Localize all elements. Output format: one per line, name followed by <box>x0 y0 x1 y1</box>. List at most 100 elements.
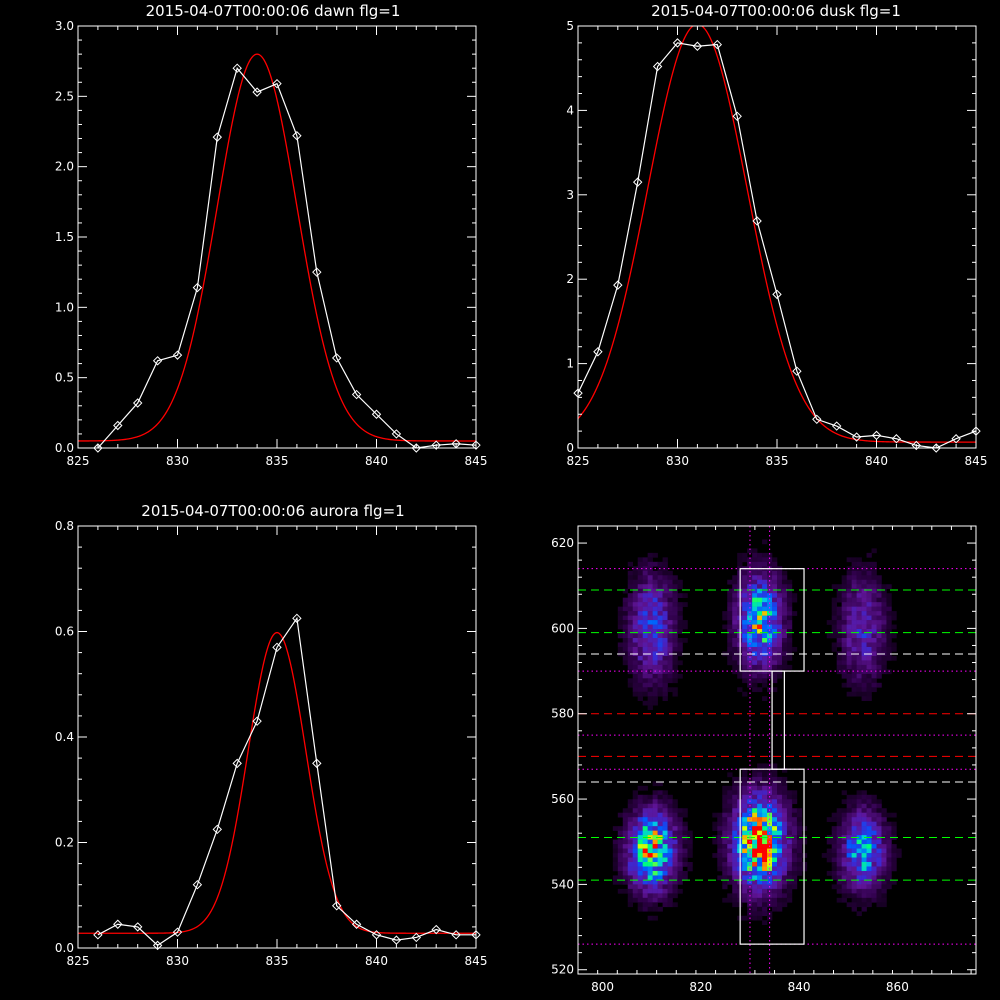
heatmap-cell <box>866 696 872 702</box>
heatmap-cell <box>627 799 634 805</box>
heatmap-cell <box>742 597 748 603</box>
heatmap-cell <box>627 575 634 581</box>
heatmap-cell <box>657 839 663 845</box>
heatmap-cell <box>851 799 857 805</box>
heatmap-cell <box>846 615 852 621</box>
heatmap-cell <box>617 888 624 894</box>
heatmap-cell <box>667 821 673 827</box>
heatmap-cell <box>767 552 773 558</box>
heatmap-cell <box>871 669 877 675</box>
heatmap-cell <box>662 615 668 621</box>
heatmap-cell <box>856 884 862 890</box>
heatmap-cell <box>861 593 867 598</box>
heatmap-cell <box>866 817 872 822</box>
heatmap-cell <box>617 812 624 818</box>
heatmap-cell <box>632 808 638 814</box>
heatmap-cell <box>846 606 852 612</box>
heatmap-cell <box>851 660 857 666</box>
heatmap-cell <box>876 857 882 863</box>
heatmap-cell <box>831 615 837 621</box>
heatmap-cell <box>856 557 862 563</box>
heatmap-cell <box>667 633 673 639</box>
heatmap-cell <box>632 642 638 648</box>
heatmap-cell <box>657 781 663 787</box>
heatmap-cell <box>652 826 658 831</box>
heatmap-cell <box>772 870 778 876</box>
heatmap-cell <box>637 691 643 697</box>
heatmap-cell <box>871 642 877 648</box>
heatmap-cell <box>891 821 897 827</box>
heatmap-cell <box>791 875 798 881</box>
heatmap-cell <box>772 785 778 791</box>
heatmap-cell <box>627 826 634 831</box>
heatmap-cell <box>757 593 763 598</box>
heatmap-y-tick: 600 <box>551 621 574 635</box>
heatmap-cell <box>657 866 663 872</box>
heatmap-cell <box>677 579 683 585</box>
heatmap-cell <box>612 844 619 849</box>
heatmap-cell <box>687 853 693 858</box>
heatmap-cell <box>851 597 857 603</box>
heatmap-cell <box>866 794 872 800</box>
heatmap-cell <box>747 602 753 607</box>
heatmap-cell <box>642 669 648 675</box>
heatmap-cell <box>851 884 857 890</box>
heatmap-cell <box>627 629 634 634</box>
heatmap-cell <box>777 776 783 782</box>
heatmap-cell <box>647 915 653 921</box>
heatmap-cell <box>831 633 837 639</box>
heatmap-cell <box>752 597 758 603</box>
heatmap-cell <box>851 678 857 684</box>
dusk-data-point <box>911 440 922 451</box>
heatmap-cell <box>791 611 798 616</box>
heatmap-cell <box>757 664 763 670</box>
heatmap-cell <box>841 682 847 688</box>
heatmap-cell <box>861 857 867 863</box>
heatmap-cell <box>846 620 852 625</box>
heatmap-cell <box>642 821 648 827</box>
heatmap-cell <box>871 866 877 872</box>
heatmap-cell <box>866 839 872 845</box>
heatmap-cell <box>647 888 653 894</box>
heatmap-cell <box>796 853 803 858</box>
heatmap-cell <box>662 642 668 648</box>
heatmap-cell <box>732 879 738 885</box>
dawn-y-tick-labels: 0.0 0.5 1.0 1.5 2.0 2.5 3.0 <box>55 19 74 455</box>
heatmap-cell <box>682 870 688 876</box>
heatmap-cell <box>632 870 638 876</box>
heatmap-cell <box>642 597 648 603</box>
heatmap-cell <box>841 611 847 616</box>
heatmap-cell <box>652 673 658 679</box>
heatmap-cell <box>777 620 783 625</box>
heatmap-cell <box>657 794 663 800</box>
heatmap-cell <box>831 830 837 836</box>
heatmap-cell <box>642 579 648 585</box>
heatmap-cell <box>742 803 748 809</box>
heatmap-cell <box>672 624 678 630</box>
heatmap-cell <box>851 848 857 854</box>
heatmap-cell <box>637 638 643 643</box>
dusk-fit-curve <box>578 26 976 443</box>
heatmap-cell <box>672 669 678 675</box>
heatmap-cell <box>677 611 683 616</box>
heatmap-cell <box>622 597 629 603</box>
heatmap-cell <box>781 848 788 854</box>
heatmap-cell <box>647 848 653 854</box>
heatmap-cell <box>772 597 778 603</box>
heatmap-cell <box>851 902 857 908</box>
heatmap-cell <box>777 844 783 849</box>
heatmap-cell <box>886 593 892 598</box>
heatmap-cell <box>846 884 852 890</box>
heatmap-cell <box>717 830 723 836</box>
heatmap-cell <box>667 673 673 679</box>
heatmap-cell <box>652 915 658 921</box>
dusk-data-point <box>652 61 663 72</box>
heatmap-cell <box>627 615 634 621</box>
aurora-data-point <box>172 927 183 937</box>
heatmap-cell <box>657 817 663 822</box>
heatmap-cell <box>732 584 738 590</box>
heatmap-cell <box>732 830 738 836</box>
heatmap-cell <box>841 615 847 621</box>
heatmap-cell <box>757 611 763 616</box>
